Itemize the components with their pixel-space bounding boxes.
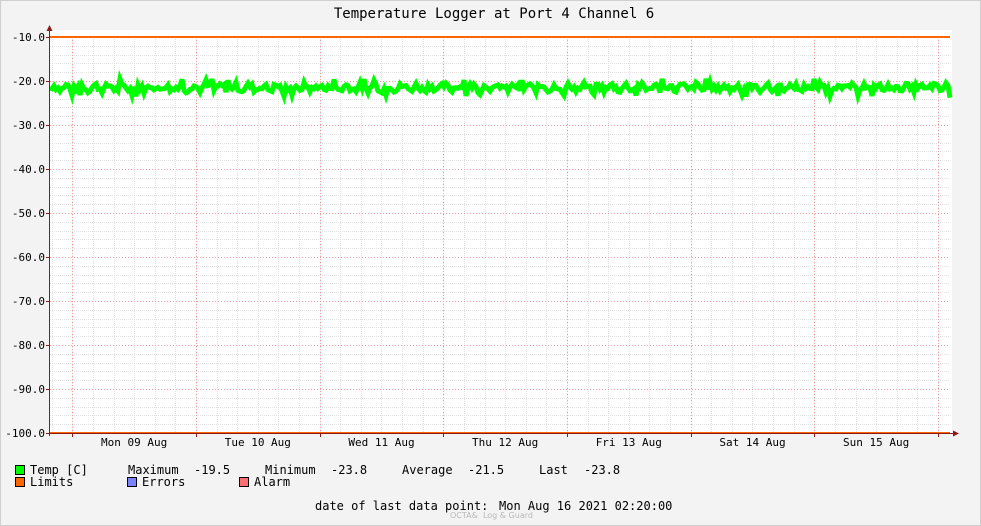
y-tick-label: -50.0	[12, 207, 45, 220]
x-tick-label: Wed 11 Aug	[348, 436, 414, 449]
last-label: Last	[539, 463, 568, 477]
alarm-legend-label: Alarm	[254, 475, 291, 489]
x-axis-labels: Mon 09 Aug Tue 10 Aug Wed 11 Aug Thu 12 Aug…	[101, 436, 909, 449]
y-tick-label: -100.0	[5, 427, 45, 440]
x-tick-label: Mon 09 Aug	[101, 436, 167, 449]
axes	[46, 25, 959, 437]
errors-legend-label: Errors	[142, 475, 186, 489]
minor-grid	[50, 37, 950, 433]
y-tick-label: -60.0	[12, 251, 45, 264]
x-tick-label: Sat 14 Aug	[719, 436, 785, 449]
temp-series-line	[48, 69, 953, 106]
alarm-swatch	[239, 477, 249, 487]
minimum-label: Minimum	[265, 463, 316, 477]
y-tick-label: -30.0	[12, 119, 45, 132]
chart-title: Temperature Logger at Port 4 Channel 6	[334, 6, 654, 22]
y-tick-label: -70.0	[12, 295, 45, 308]
last-data-point-label: date of last data point:	[315, 499, 489, 513]
y-axis-arrow-icon	[46, 25, 53, 31]
y-axis-labels: -10.0 -20.0 -30.0 -40.0 -50.0 -60.0 -70.0 -80.0…	[5, 31, 45, 440]
average-value: -21.5	[468, 463, 505, 477]
y-tick-label: -90.0	[12, 383, 45, 396]
temp-line	[48, 69, 953, 106]
y-tick-label: -40.0	[12, 163, 45, 176]
limits-legend-label: Limits	[30, 475, 74, 489]
maximum-label: Maximum	[128, 463, 179, 477]
errors-swatch	[127, 477, 137, 487]
maximum-value: -19.5	[194, 463, 231, 477]
temp-swatch	[15, 465, 25, 475]
x-tick-label: Thu 12 Aug	[472, 436, 538, 449]
x-tick-label: Sun 15 Aug	[843, 436, 909, 449]
minimum-value: -23.8	[331, 463, 368, 477]
x-tick-label: Tue 10 Aug	[225, 436, 291, 449]
x-tick-label: Fri 13 Aug	[596, 436, 662, 449]
temp-legend-label: Temp [C]	[30, 463, 88, 477]
last-data-point-value: Mon Aug 16 2021 02:20:00	[499, 499, 673, 513]
limits-swatch	[15, 477, 25, 487]
major-grid	[50, 37, 950, 433]
y-tick-label: -20.0	[12, 75, 45, 88]
x-axis-arrow-icon	[953, 430, 959, 437]
y-tick-label: -80.0	[12, 339, 45, 352]
watermark-text: OCTA& Log & Guard	[450, 511, 533, 520]
average-label: Average	[402, 463, 453, 477]
last-value: -23.8	[584, 463, 621, 477]
y-tick-label: -10.0	[12, 31, 45, 44]
